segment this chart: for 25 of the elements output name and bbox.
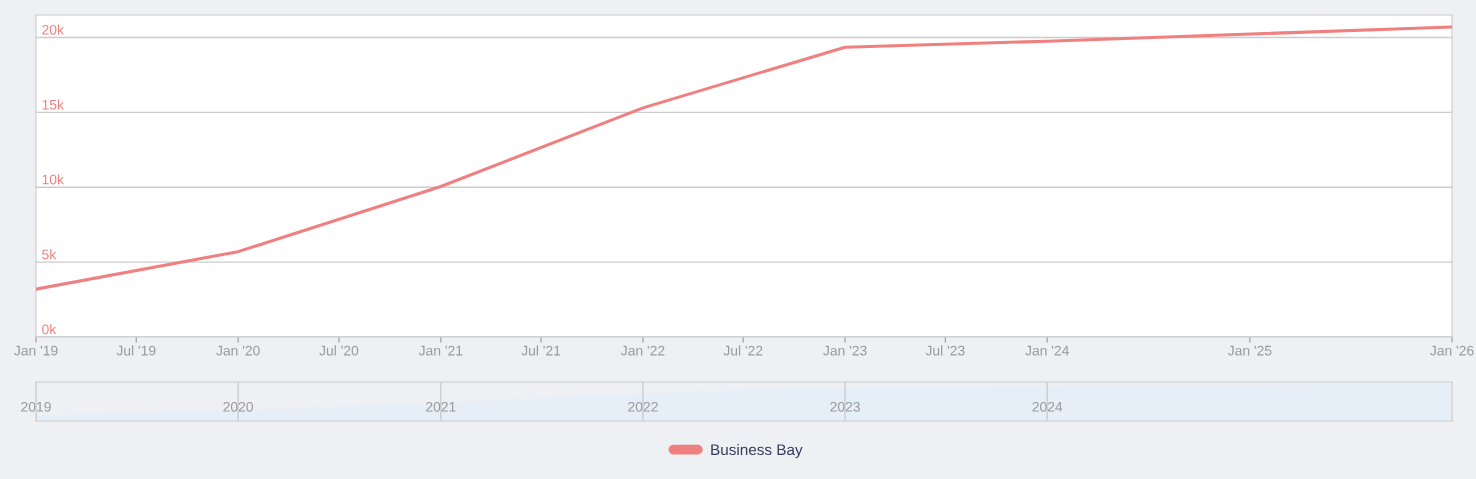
x-tick-label: 2022 bbox=[628, 401, 658, 412]
x-tick-label: Jan '23 bbox=[823, 345, 867, 356]
x-tick-label: Jul '20 bbox=[319, 345, 359, 356]
x-tick-label: 2020 bbox=[223, 401, 254, 412]
x-tick-label: 2019 bbox=[21, 401, 51, 412]
x-tick-label: Jan '20 bbox=[216, 345, 260, 356]
x-tick-label: Jan '22 bbox=[620, 345, 665, 356]
legend-label: Business Bay bbox=[711, 443, 803, 459]
y-tick-label: 15k bbox=[42, 99, 64, 110]
x-tick-label: Jul '19 bbox=[116, 345, 156, 356]
x-tick-label: Jan '21 bbox=[418, 345, 463, 356]
x-tick-label: 2023 bbox=[830, 401, 860, 412]
y-tick-label: 10k bbox=[42, 174, 64, 185]
x-tick-label: Jul '23 bbox=[925, 345, 965, 356]
x-tick-label: Jan '26 bbox=[1430, 345, 1474, 356]
x-tick-label: Jan '25 bbox=[1227, 345, 1272, 356]
y-tick-label: 5k bbox=[42, 249, 57, 260]
x-tick-label: 2024 bbox=[1032, 401, 1063, 412]
x-tick-label: Jul '21 bbox=[521, 345, 561, 356]
x-tick-label: Jan '24 bbox=[1025, 345, 1069, 356]
y-tick-label: 0k bbox=[42, 324, 57, 335]
x-tick-label: 2021 bbox=[426, 401, 456, 412]
y-tick-label: 20k bbox=[42, 24, 64, 35]
x-tick-label: Jul '22 bbox=[723, 345, 763, 356]
x-tick-label: Jan '19 bbox=[14, 345, 58, 356]
